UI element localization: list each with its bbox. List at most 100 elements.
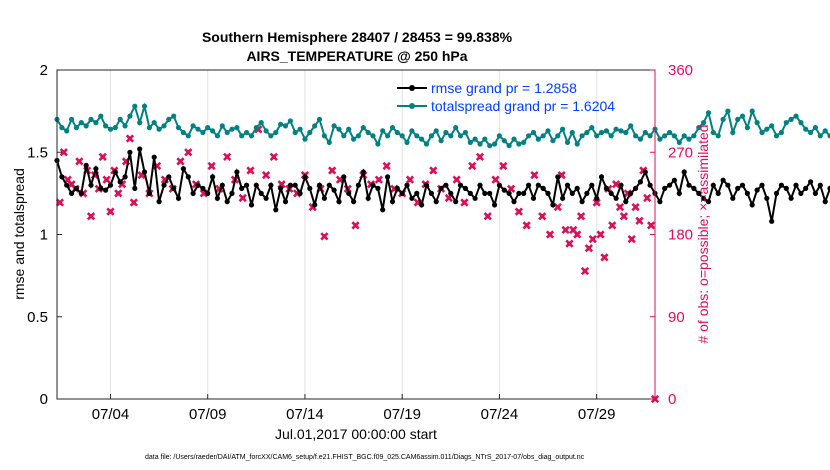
rmse-series-point	[355, 182, 361, 188]
totalspread-series-point	[146, 125, 152, 131]
totalspread-series-point	[725, 108, 731, 114]
totalspread-series-point	[404, 139, 410, 145]
obs-marker	[129, 198, 138, 207]
rmse-series-point	[292, 182, 298, 188]
rmse-series-point	[98, 185, 104, 191]
totalspread-series-point	[253, 125, 259, 131]
totalspread-series-point	[720, 116, 726, 122]
obs-marker	[522, 221, 531, 230]
totalspread-series-point	[608, 133, 614, 139]
rmse-series-point	[618, 182, 624, 188]
totalspread-series-point	[550, 138, 556, 144]
obs-marker	[627, 234, 636, 244]
totalspread-series-point	[98, 113, 104, 119]
rmse-series-point	[433, 199, 439, 205]
totalspread-series-point	[530, 129, 537, 136]
obs-marker	[59, 148, 68, 157]
totalspread-series-point	[798, 120, 804, 126]
totalspread-series-point	[623, 129, 629, 136]
totalspread-series-point	[676, 139, 682, 145]
totalspread-series-point	[535, 136, 541, 142]
totalspread-series-point	[618, 128, 624, 134]
obs-marker	[580, 266, 590, 276]
rmse-series-point	[589, 182, 595, 188]
totalspread-series-point	[326, 139, 332, 145]
obs-marker	[223, 152, 232, 161]
rmse-series-point	[93, 166, 99, 172]
totalspread-series-point	[633, 133, 639, 139]
totalspread-series-point	[141, 103, 148, 109]
y-right-tick-label: 0	[668, 391, 676, 408]
rmse-series-point	[122, 174, 128, 180]
rmse-series-point	[754, 187, 760, 193]
totalspread-series-point	[783, 120, 789, 126]
obs-marker	[475, 152, 485, 161]
totalspread-series-point	[647, 133, 653, 139]
rmse-series-point	[686, 182, 692, 188]
totalspread-series-point	[477, 141, 483, 147]
rmse-series-point	[492, 202, 498, 208]
totalspread-series-point	[258, 120, 264, 126]
rmse-series-point	[496, 182, 502, 188]
rmse-series-point	[453, 199, 459, 205]
y-axis-left: 0 0.5 1 1.5 2	[27, 62, 62, 408]
totalspread-series-point	[103, 123, 109, 129]
totalspread-series-point	[93, 120, 99, 126]
rmse-series	[54, 146, 830, 224]
rmse-series-point	[472, 195, 478, 201]
obs-marker	[553, 202, 562, 212]
obs-marker	[102, 175, 111, 184]
totalspread-series-point	[278, 121, 284, 127]
obs-marker	[643, 193, 652, 203]
x-axis-label: Jul.01,2017 00:00:00 start	[275, 426, 437, 442]
totalspread-series-point	[701, 120, 707, 126]
rmse-series-point	[739, 182, 746, 188]
totalspread-series-point	[467, 139, 473, 145]
legend-entry: totalspread grand pr = 1.6204	[431, 98, 615, 114]
rmse-series-point	[705, 199, 712, 205]
totalspread-series-point	[574, 141, 580, 147]
rmse-series-point	[662, 185, 668, 191]
totalspread-series-point	[268, 133, 274, 139]
rmse-series-point	[161, 182, 167, 188]
rmse-series-point	[370, 182, 376, 188]
grid-lines	[109, 70, 598, 399]
obs-marker	[320, 232, 329, 241]
totalspread-series-point	[200, 129, 206, 136]
rmse-series-point	[564, 182, 571, 188]
rmse-series-point	[603, 185, 610, 191]
totalspread-series-point	[516, 141, 522, 147]
totalspread-series-point	[263, 128, 269, 134]
totalspread-series-point	[642, 129, 648, 136]
rmse-series-point	[69, 190, 75, 196]
rmse-series-point	[389, 199, 396, 205]
rmse-series-point	[146, 190, 152, 196]
totalspread-series-point	[501, 138, 507, 144]
obs-marker	[328, 166, 337, 175]
rmse-series-point	[263, 195, 269, 201]
rmse-series-point	[540, 185, 546, 191]
totalspread-series-point	[419, 136, 425, 142]
totalspread-series-point	[307, 129, 313, 136]
totalspread-series-point	[637, 136, 644, 142]
totalspread-series-point	[107, 126, 114, 132]
rmse-series-point	[710, 182, 716, 188]
rmse-series-point	[438, 185, 444, 191]
y-left-tick-label: 0.5	[27, 309, 48, 326]
totalspread-series-point	[282, 123, 289, 129]
totalspread-series-point	[730, 129, 736, 136]
totalspread-series-point	[545, 128, 551, 134]
obs-marker	[592, 198, 601, 207]
obs-marker	[75, 157, 84, 166]
rmse-series-point	[195, 182, 201, 188]
rmse-series-point	[530, 195, 537, 201]
rmse-series-point	[351, 199, 357, 205]
totalspread-series-point	[331, 123, 337, 129]
totalspread-series-point	[423, 141, 430, 147]
rmse-series-point	[278, 185, 284, 191]
rmse-series-point	[744, 190, 751, 196]
obs-marker	[114, 189, 123, 198]
rmse-series-point	[190, 190, 196, 196]
rmse-series-point	[822, 199, 828, 205]
rmse-series-point	[462, 185, 468, 191]
